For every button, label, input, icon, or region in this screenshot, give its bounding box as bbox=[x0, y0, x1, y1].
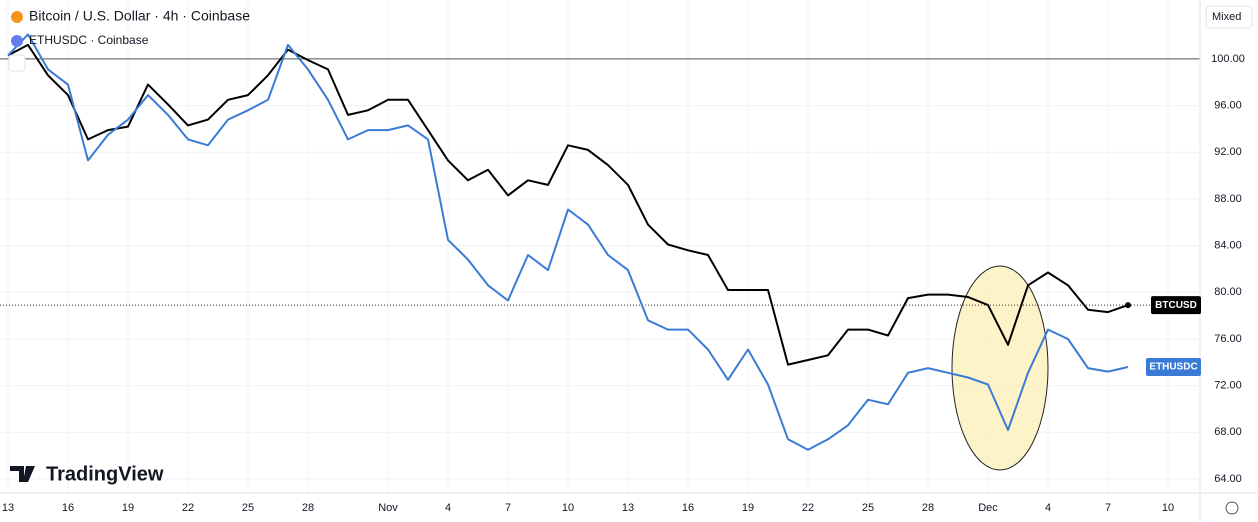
y-tick-label: 72.00 bbox=[1214, 380, 1242, 392]
x-tick-label: 28 bbox=[302, 502, 314, 514]
x-tick-label: 7 bbox=[505, 502, 511, 514]
x-tick-label: 22 bbox=[182, 502, 194, 514]
chart-subtitle: ETHUSDC · Coinbase bbox=[29, 33, 149, 47]
last-point bbox=[1125, 302, 1131, 309]
btc-icon bbox=[11, 11, 23, 23]
series-line bbox=[7, 33, 1129, 451]
x-tick-label: 10 bbox=[562, 502, 574, 514]
chart-title: Bitcoin / U.S. Dollar · 4h · Coinbase bbox=[29, 8, 250, 24]
y-tick-label: 68.00 bbox=[1214, 426, 1242, 438]
y-tick-label: 80.00 bbox=[1214, 286, 1242, 298]
x-tick-label: 22 bbox=[802, 502, 814, 514]
brand: TradingView bbox=[46, 463, 164, 485]
x-tick-label: 16 bbox=[62, 502, 74, 514]
x-tick-label: 4 bbox=[1045, 502, 1051, 514]
y-tick-label: 92.00 bbox=[1214, 146, 1242, 158]
series-line bbox=[7, 43, 1129, 366]
scale-mode[interactable]: Mixed bbox=[1212, 11, 1241, 23]
collapse-button[interactable] bbox=[8, 54, 26, 72]
x-tick-label: 28 bbox=[922, 502, 934, 514]
y-tick-label: 64.00 bbox=[1214, 473, 1242, 485]
x-tick-label: 13 bbox=[622, 502, 634, 514]
scale-mode-button[interactable] bbox=[1205, 5, 1253, 29]
x-tick-label: 19 bbox=[122, 502, 134, 514]
settings-icon[interactable] bbox=[1225, 501, 1239, 515]
price-tag-label: BTCUSD bbox=[1155, 300, 1197, 311]
x-tick-label: Dec bbox=[978, 502, 998, 514]
price-tag-label: ETHUSDC bbox=[1149, 362, 1197, 373]
x-tick-label: 4 bbox=[445, 502, 451, 514]
x-tick-label: 25 bbox=[242, 502, 254, 514]
y-tick-label: 96.00 bbox=[1214, 100, 1242, 112]
price-tag bbox=[1146, 357, 1201, 376]
x-tick-label: 7 bbox=[1105, 502, 1111, 514]
x-tick-label: 10 bbox=[1162, 502, 1174, 514]
x-tick-label: 13 bbox=[2, 502, 14, 514]
y-tick-label: 88.00 bbox=[1214, 193, 1242, 205]
highlight-ellipse bbox=[951, 265, 1049, 471]
brand-logo bbox=[10, 466, 35, 482]
y-tick-label: 84.00 bbox=[1214, 240, 1242, 252]
x-tick-label: Nov bbox=[378, 502, 398, 514]
x-tick-label: 25 bbox=[862, 502, 874, 514]
price-tag bbox=[1151, 296, 1201, 315]
x-tick-label: 19 bbox=[742, 502, 754, 514]
y-tick-label: 76.00 bbox=[1214, 333, 1242, 345]
x-tick-label: 16 bbox=[682, 502, 694, 514]
eth-icon bbox=[11, 35, 23, 47]
y-tick-label: 100.00 bbox=[1211, 53, 1245, 65]
